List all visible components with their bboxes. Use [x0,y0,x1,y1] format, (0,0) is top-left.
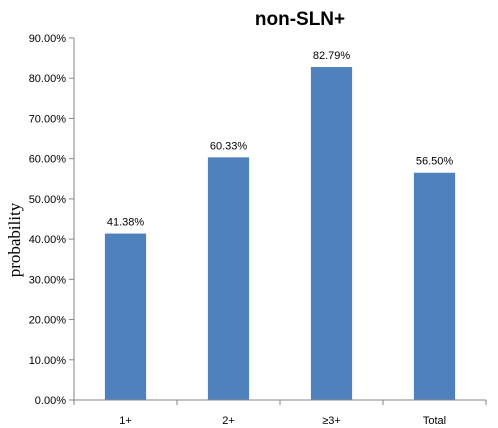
bar [104,233,147,400]
y-axis-label: probability [5,202,24,277]
x-tick-label: 1+ [119,415,132,427]
y-tick-label: 50.00% [29,194,67,206]
y-axis-ticks: 0.00% 10.00% 20.00% 30.00% 40.00% 50.00% 60.00… [29,33,74,407]
bar [207,157,250,400]
y-tick-label: 20.00% [29,315,67,327]
data-label: 56.50% [416,156,454,168]
data-label: 41.38% [107,217,145,229]
y-tick-label: 80.00% [29,73,67,85]
y-tick-label: 0.00% [35,395,66,407]
y-tick-label: 90.00% [29,33,67,45]
data-label: 60.33% [210,140,248,152]
x-axis-ticks: 1+ 2+ ≥3+ Total [73,400,487,427]
x-tick-label: ≥3+ [322,415,341,427]
bar [413,172,456,400]
bar [310,67,353,401]
x-tick-label: 2+ [222,415,235,427]
data-labels: 41.38% 60.33% 82.79% 56.50% [107,50,454,229]
y-tick-label: 40.00% [29,234,67,246]
y-tick-label: 10.00% [29,355,67,367]
y-tick-label: 60.00% [29,154,67,166]
chart-title: non-SLN+ [255,9,345,30]
y-tick-label: 70.00% [29,113,67,125]
x-tick-label: Total [423,415,446,427]
data-label: 82.79% [313,50,351,62]
y-tick-label: 30.00% [29,274,67,286]
bars [104,67,456,401]
